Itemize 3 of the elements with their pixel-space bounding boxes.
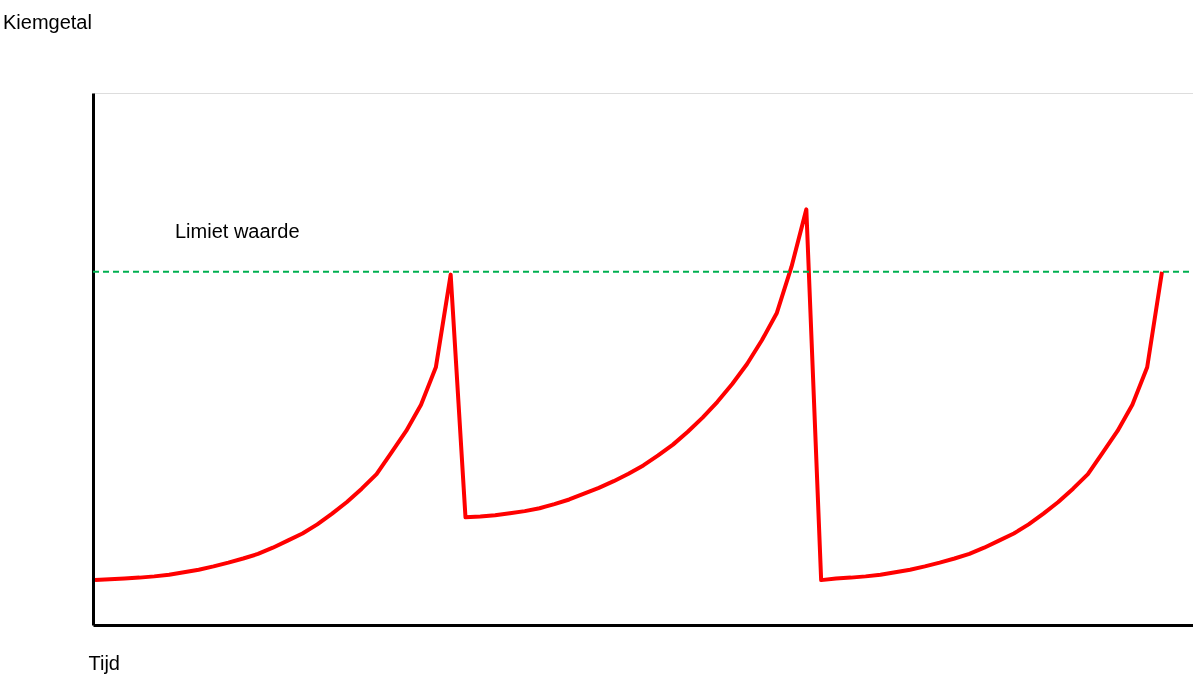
text: Kiemgetal [3,11,92,33]
x-axis-title: Tijd [88,651,120,674]
ref-line-label: Limiet waarde [175,219,300,242]
